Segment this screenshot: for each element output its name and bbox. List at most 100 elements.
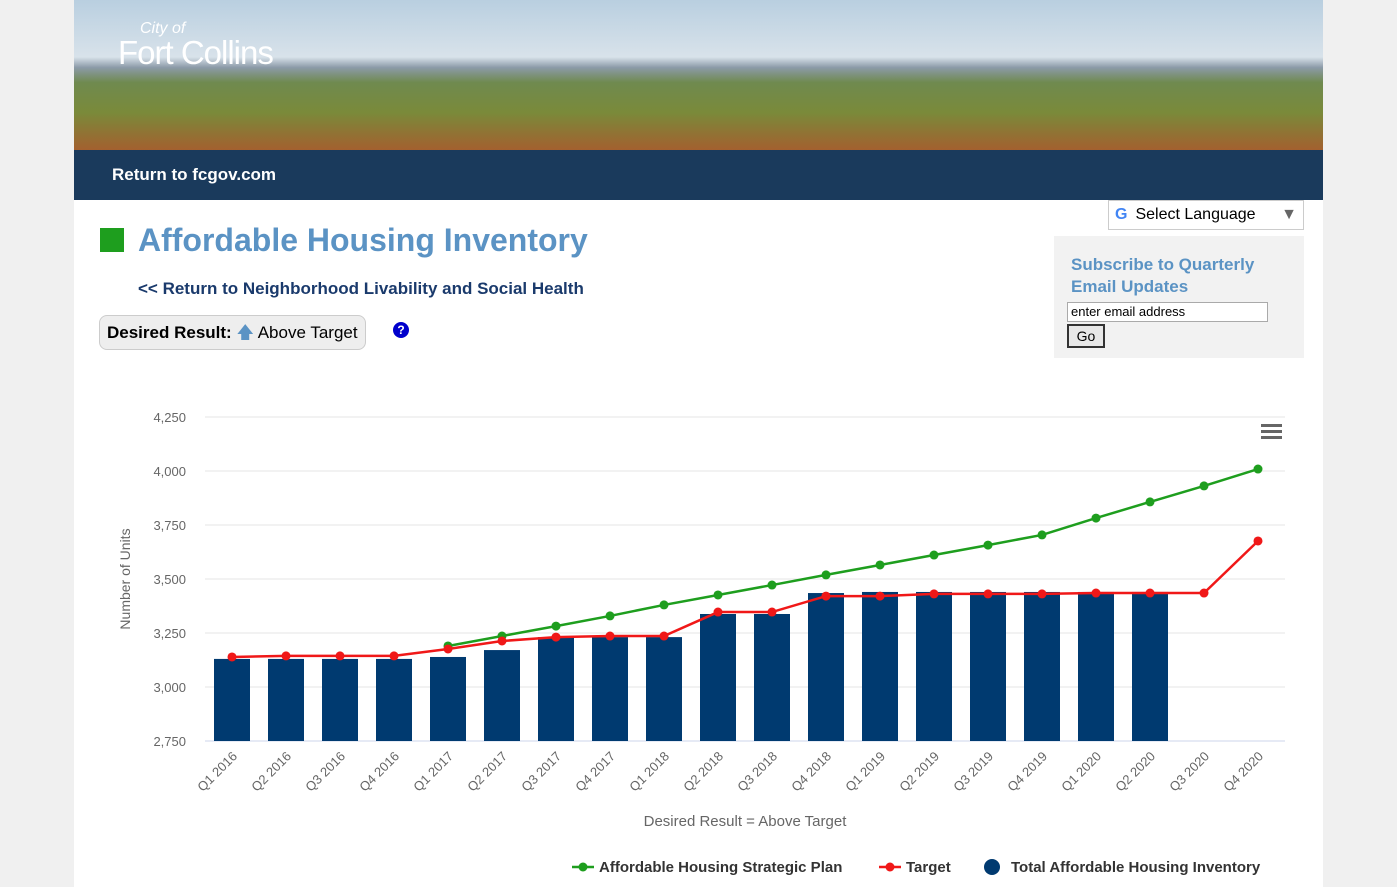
x-tick-label: Q3 2019 [950, 749, 996, 795]
line-point [335, 651, 345, 661]
y-axis-label: Number of Units [117, 528, 133, 629]
x-tick-label: Q4 2019 [1004, 749, 1050, 795]
y-tick-label: 3,250 [153, 626, 186, 641]
desired-label: Desired Result: [107, 323, 232, 342]
bar [268, 658, 304, 741]
x-tick-label: Q2 2017 [464, 749, 510, 795]
legend-item[interactable]: Total Affordable Housing Inventory [984, 859, 1261, 876]
line-point [713, 590, 723, 600]
line-point [497, 636, 507, 646]
menu-icon[interactable] [1261, 424, 1282, 439]
logo-large: Fort Collins [118, 34, 274, 71]
x-tick-label: Q2 2019 [896, 749, 942, 795]
x-axis-label: Desired Result = Above Target [644, 813, 848, 830]
logo-small: City of [140, 20, 186, 37]
language-label: Select Language [1135, 206, 1256, 223]
line-point [551, 632, 561, 642]
header-image: City of Fort Collins [74, 0, 1323, 150]
legend-label: Total Affordable Housing Inventory [1011, 859, 1261, 876]
legend-symbol [984, 859, 1000, 875]
help-icon[interactable]: ? [393, 322, 409, 338]
line-point [1091, 513, 1101, 523]
line-point [875, 591, 885, 601]
bar [916, 591, 952, 741]
bar [646, 637, 682, 741]
y-tick-label: 3,000 [153, 680, 186, 695]
legend-item[interactable]: Target [879, 859, 951, 876]
line-point [227, 652, 237, 662]
line-point [929, 550, 939, 560]
legend-label: Target [906, 859, 951, 876]
go-button[interactable]: Go [1067, 324, 1105, 348]
x-tick-label: Q4 2018 [788, 749, 834, 795]
bar [808, 593, 844, 741]
line-point [1145, 588, 1155, 598]
bar [538, 637, 574, 741]
line [231, 540, 1259, 659]
x-tick-label: Q3 2017 [518, 749, 564, 795]
line-point [821, 570, 831, 580]
line-point [659, 600, 669, 610]
y-tick-label: 2,750 [153, 734, 186, 749]
back-link[interactable]: << Return to Neighborhood Livability and… [138, 279, 584, 298]
x-tick-label: Q3 2018 [734, 749, 780, 795]
email-input[interactable]: enter email address [1067, 302, 1268, 322]
line-point [443, 644, 453, 654]
x-tick-label: Q3 2016 [302, 749, 348, 795]
bar [214, 658, 250, 741]
x-tick-label: Q2 2016 [248, 749, 294, 795]
line-point [767, 607, 777, 617]
line-point [1199, 481, 1209, 491]
x-tick-label: Q4 2020 [1220, 749, 1266, 795]
line-point [281, 651, 291, 661]
line-point [1199, 588, 1209, 598]
desired-value: Above Target [257, 323, 358, 342]
nav-link[interactable]: Return to fcgov.com [112, 165, 277, 184]
legend-symbol [885, 862, 895, 872]
line-series [443, 464, 1263, 651]
line-point [821, 591, 831, 601]
line-point [1253, 464, 1263, 474]
bar [700, 613, 736, 741]
line-point [1091, 588, 1101, 598]
bar [970, 591, 1006, 741]
language-select[interactable]: G Select Language ▼ [1108, 200, 1304, 230]
x-tick-label: Q4 2016 [356, 749, 402, 795]
bar [1078, 591, 1114, 741]
y-tick-label: 3,500 [153, 572, 186, 587]
bar [592, 637, 628, 741]
bar [1024, 591, 1060, 741]
subscribe-box: Subscribe to Quarterly Email Updates ent… [1054, 236, 1304, 358]
bar [430, 656, 466, 741]
line-point [605, 631, 615, 641]
line-point [713, 607, 723, 617]
x-tick-label: Q1 2020 [1058, 749, 1104, 795]
line-point [929, 589, 939, 599]
line-point [767, 580, 777, 590]
subscribe-title: Subscribe to Quarterly Email Updates [1071, 255, 1255, 296]
x-tick-label: Q1 2018 [626, 749, 672, 795]
line-point [389, 651, 399, 661]
line-point [1037, 530, 1047, 540]
bar [322, 658, 358, 741]
x-tick-label: Q1 2016 [194, 749, 240, 795]
line-point [875, 560, 885, 570]
x-tick-label: Q3 2020 [1166, 749, 1212, 795]
x-tick-label: Q1 2019 [842, 749, 888, 795]
legend-item[interactable]: Affordable Housing Strategic Plan [572, 859, 842, 876]
y-tick-label: 4,000 [153, 464, 186, 479]
x-tick-label: Q2 2018 [680, 749, 726, 795]
line-point [1253, 536, 1263, 546]
bar [484, 650, 520, 741]
bar [376, 658, 412, 741]
bar [754, 613, 790, 741]
line-point [983, 589, 993, 599]
legend-label: Affordable Housing Strategic Plan [599, 859, 842, 876]
bar [1132, 591, 1168, 741]
line [447, 467, 1259, 648]
x-tick-label: Q4 2017 [572, 749, 618, 795]
legend-symbol [578, 862, 588, 872]
page-title: Affordable Housing Inventory [138, 222, 588, 258]
x-tick-label: Q1 2017 [410, 749, 456, 795]
line-series [227, 536, 1263, 662]
